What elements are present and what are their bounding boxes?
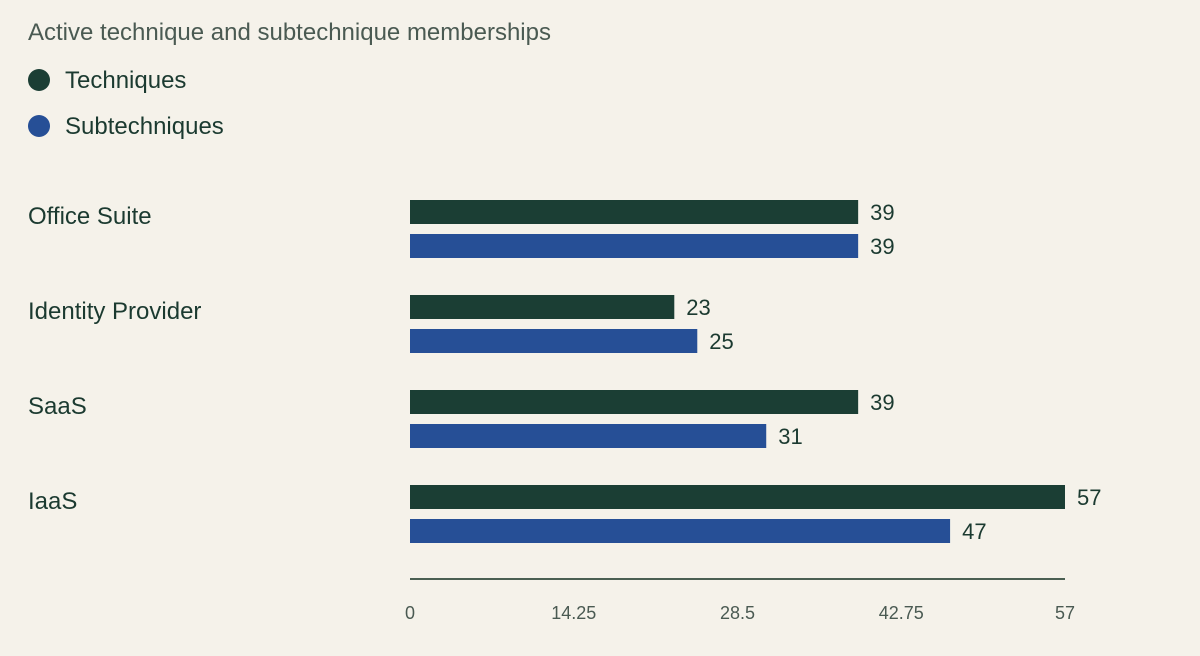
value-label-subtechniques-saas: 31 xyxy=(778,424,802,449)
category-label-office-suite: Office Suite xyxy=(28,203,152,230)
value-label-subtechniques-identity-provider: 25 xyxy=(709,329,733,354)
x-tick-label: 0 xyxy=(405,603,415,623)
legend-label-techniques: Techniques xyxy=(65,67,186,94)
bar-subtechniques-identity-provider xyxy=(410,329,698,353)
value-label-subtechniques-iaas: 47 xyxy=(962,519,986,544)
value-label-techniques-iaas: 57 xyxy=(1077,485,1101,510)
legend-marker-techniques xyxy=(28,69,50,91)
x-tick-label: 42.75 xyxy=(879,603,924,623)
value-labels: 39 39 23 25 39 31 57 47 xyxy=(686,200,1101,544)
chart-title: Active technique and subtechnique member… xyxy=(28,19,551,46)
category-label-saas: SaaS xyxy=(28,393,87,420)
bar-subtechniques-iaas xyxy=(410,519,951,543)
category-label-identity-provider: Identity Provider xyxy=(28,298,201,325)
bar-subtechniques-office-suite xyxy=(410,234,859,258)
value-label-techniques-saas: 39 xyxy=(870,390,894,415)
bar-subtechniques-saas xyxy=(410,424,767,448)
category-label-iaas: IaaS xyxy=(28,488,77,515)
x-tick-label: 28.5 xyxy=(720,603,755,623)
value-label-techniques-identity-provider: 23 xyxy=(686,295,710,320)
x-tick-label: 14.25 xyxy=(551,603,596,623)
legend-marker-subtechniques xyxy=(28,115,50,137)
bar-techniques-iaas xyxy=(410,485,1065,509)
x-tick-label: 57 xyxy=(1055,603,1075,623)
bar-techniques-office-suite xyxy=(410,200,859,224)
x-tick-labels: 0 14.25 28.5 42.75 57 xyxy=(405,603,1075,623)
value-label-techniques-office-suite: 39 xyxy=(870,200,894,225)
bar-techniques-saas xyxy=(410,390,859,414)
value-label-subtechniques-office-suite: 39 xyxy=(870,234,894,259)
legend: Techniques Subtechniques xyxy=(28,67,224,140)
bar-techniques-identity-provider xyxy=(410,295,675,319)
bars xyxy=(410,200,1065,543)
legend-label-subtechniques: Subtechniques xyxy=(65,113,224,140)
category-labels: Office Suite Identity Provider SaaS IaaS xyxy=(28,203,201,515)
